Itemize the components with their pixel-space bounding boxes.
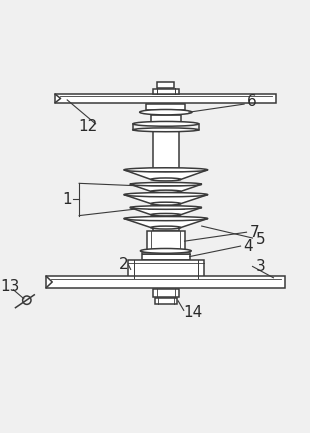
Text: 4: 4 (244, 239, 253, 254)
Ellipse shape (133, 121, 199, 126)
Text: 12: 12 (78, 120, 98, 134)
Ellipse shape (151, 202, 181, 205)
Polygon shape (147, 232, 184, 251)
Ellipse shape (133, 128, 199, 132)
Polygon shape (55, 94, 277, 103)
Polygon shape (153, 89, 179, 94)
Polygon shape (124, 195, 208, 204)
Ellipse shape (151, 226, 181, 229)
Text: 5: 5 (255, 232, 265, 247)
Polygon shape (153, 288, 179, 297)
Polygon shape (151, 115, 181, 124)
Ellipse shape (140, 110, 192, 115)
Polygon shape (124, 219, 208, 228)
Ellipse shape (124, 193, 208, 197)
Polygon shape (146, 104, 185, 110)
Text: 2: 2 (119, 258, 129, 272)
Text: 3: 3 (255, 259, 265, 274)
Polygon shape (124, 170, 208, 179)
Polygon shape (46, 276, 286, 288)
Polygon shape (128, 260, 204, 278)
Ellipse shape (130, 206, 202, 209)
Text: 1: 1 (62, 192, 72, 207)
Ellipse shape (124, 216, 208, 221)
Polygon shape (153, 228, 179, 232)
Polygon shape (130, 207, 202, 215)
Ellipse shape (124, 168, 208, 172)
Text: 13: 13 (1, 279, 20, 294)
Text: 6: 6 (246, 94, 256, 109)
Polygon shape (130, 184, 202, 191)
Ellipse shape (151, 190, 181, 193)
Text: 14: 14 (184, 305, 203, 320)
Polygon shape (142, 253, 190, 260)
Ellipse shape (140, 249, 191, 253)
Polygon shape (155, 298, 177, 304)
Ellipse shape (151, 178, 181, 181)
Ellipse shape (130, 182, 202, 186)
Text: 7: 7 (250, 225, 259, 240)
Ellipse shape (151, 213, 181, 216)
Polygon shape (153, 130, 179, 170)
Polygon shape (157, 82, 175, 88)
